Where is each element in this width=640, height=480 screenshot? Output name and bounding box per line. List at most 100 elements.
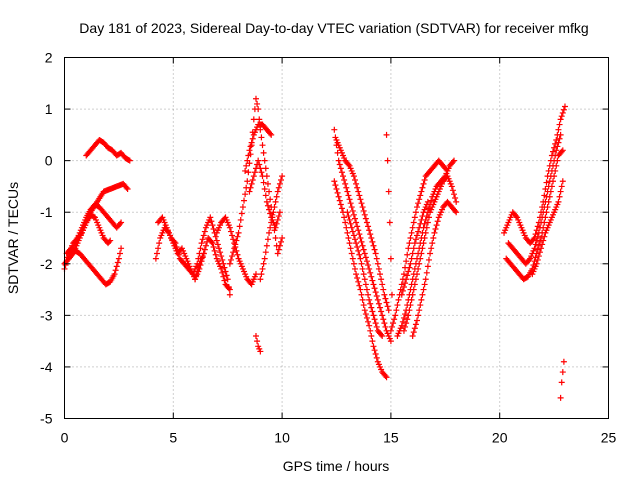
- data-point: [360, 271, 367, 278]
- data-point: [260, 260, 267, 267]
- data-point: [369, 277, 376, 284]
- data-point: [557, 188, 564, 195]
- data-point: [226, 260, 233, 267]
- data-point: [218, 265, 225, 272]
- data-point: [276, 180, 283, 187]
- data-point: [417, 255, 424, 262]
- data-point: [125, 156, 132, 163]
- data-point: [251, 169, 258, 176]
- data-point: [219, 256, 226, 263]
- data-point: [356, 282, 363, 289]
- data-point: [385, 188, 392, 195]
- data-point: [372, 351, 379, 358]
- data-point: [266, 229, 273, 236]
- data-point: [351, 176, 358, 183]
- data-point: [267, 210, 274, 217]
- data-point: [225, 285, 232, 292]
- data-point: [422, 276, 429, 283]
- data-point: [358, 291, 365, 298]
- data-point: [554, 143, 561, 150]
- data-point: [345, 213, 352, 220]
- data-point: [432, 225, 439, 232]
- data-point: [409, 291, 416, 298]
- data-point: [350, 173, 357, 180]
- data-point: [533, 237, 540, 244]
- data-point: [221, 277, 228, 284]
- data-points: [61, 95, 568, 401]
- data-point: [411, 325, 418, 332]
- axis-ticks: [64, 57, 609, 419]
- data-point: [560, 358, 567, 365]
- data-point: [361, 250, 368, 257]
- data-point: [116, 250, 123, 257]
- data-point: [398, 291, 405, 298]
- data-point: [428, 197, 435, 204]
- data-point: [193, 272, 200, 279]
- data-point: [258, 169, 265, 176]
- data-point: [347, 245, 354, 252]
- y-tick-label: -1: [40, 204, 53, 220]
- data-point: [539, 214, 546, 221]
- data-point: [380, 316, 387, 323]
- data-point: [421, 176, 428, 183]
- data-point: [266, 206, 273, 213]
- data-point: [358, 200, 365, 207]
- data-point: [360, 302, 367, 309]
- data-point: [534, 233, 541, 240]
- data-point: [249, 176, 256, 183]
- data-point: [373, 323, 380, 330]
- data-point: [350, 260, 357, 267]
- data-point: [424, 219, 431, 226]
- data-point: [248, 139, 255, 146]
- data-point: [262, 192, 269, 199]
- y-tick-label: -5: [40, 411, 53, 427]
- data-point: [359, 242, 366, 249]
- data-point: [338, 205, 345, 212]
- data-point: [192, 276, 199, 283]
- data-point: [353, 219, 360, 226]
- data-point: [367, 269, 374, 276]
- data-point: [226, 291, 233, 298]
- data-point: [208, 218, 215, 225]
- data-point: [556, 193, 563, 200]
- data-point: [264, 180, 271, 187]
- data-point: [242, 167, 249, 174]
- data-point: [254, 100, 261, 107]
- data-point: [559, 109, 566, 116]
- data-point: [363, 258, 370, 265]
- data-point: [349, 207, 356, 214]
- data-point: [363, 314, 370, 321]
- data-point: [424, 198, 431, 205]
- data-point: [340, 173, 347, 180]
- x-tick-label: 5: [169, 430, 177, 446]
- data-point: [411, 214, 418, 221]
- data-point: [278, 176, 285, 183]
- data-point: [367, 327, 374, 334]
- data-point: [557, 131, 564, 138]
- data-point: [378, 276, 385, 283]
- data-point: [356, 231, 363, 238]
- data-point: [175, 251, 182, 258]
- data-point: [212, 233, 219, 240]
- data-point: [347, 200, 354, 207]
- data-point: [245, 152, 252, 159]
- data-point: [404, 272, 411, 279]
- data-point: [338, 169, 345, 176]
- x-tick-label: 10: [274, 430, 290, 446]
- data-point: [195, 264, 202, 271]
- data-point: [407, 302, 414, 309]
- data-point: [359, 296, 366, 303]
- data-point: [543, 179, 550, 186]
- data-point: [267, 130, 274, 137]
- data-point: [346, 216, 353, 223]
- data-point: [418, 296, 425, 303]
- data-point: [202, 242, 209, 249]
- data-point: [422, 229, 429, 236]
- data-point: [226, 286, 233, 293]
- data-point: [558, 148, 565, 155]
- data-point: [224, 276, 231, 283]
- data-point: [199, 236, 206, 243]
- data-point: [274, 250, 281, 257]
- data-point: [362, 215, 369, 222]
- data-point: [406, 264, 413, 271]
